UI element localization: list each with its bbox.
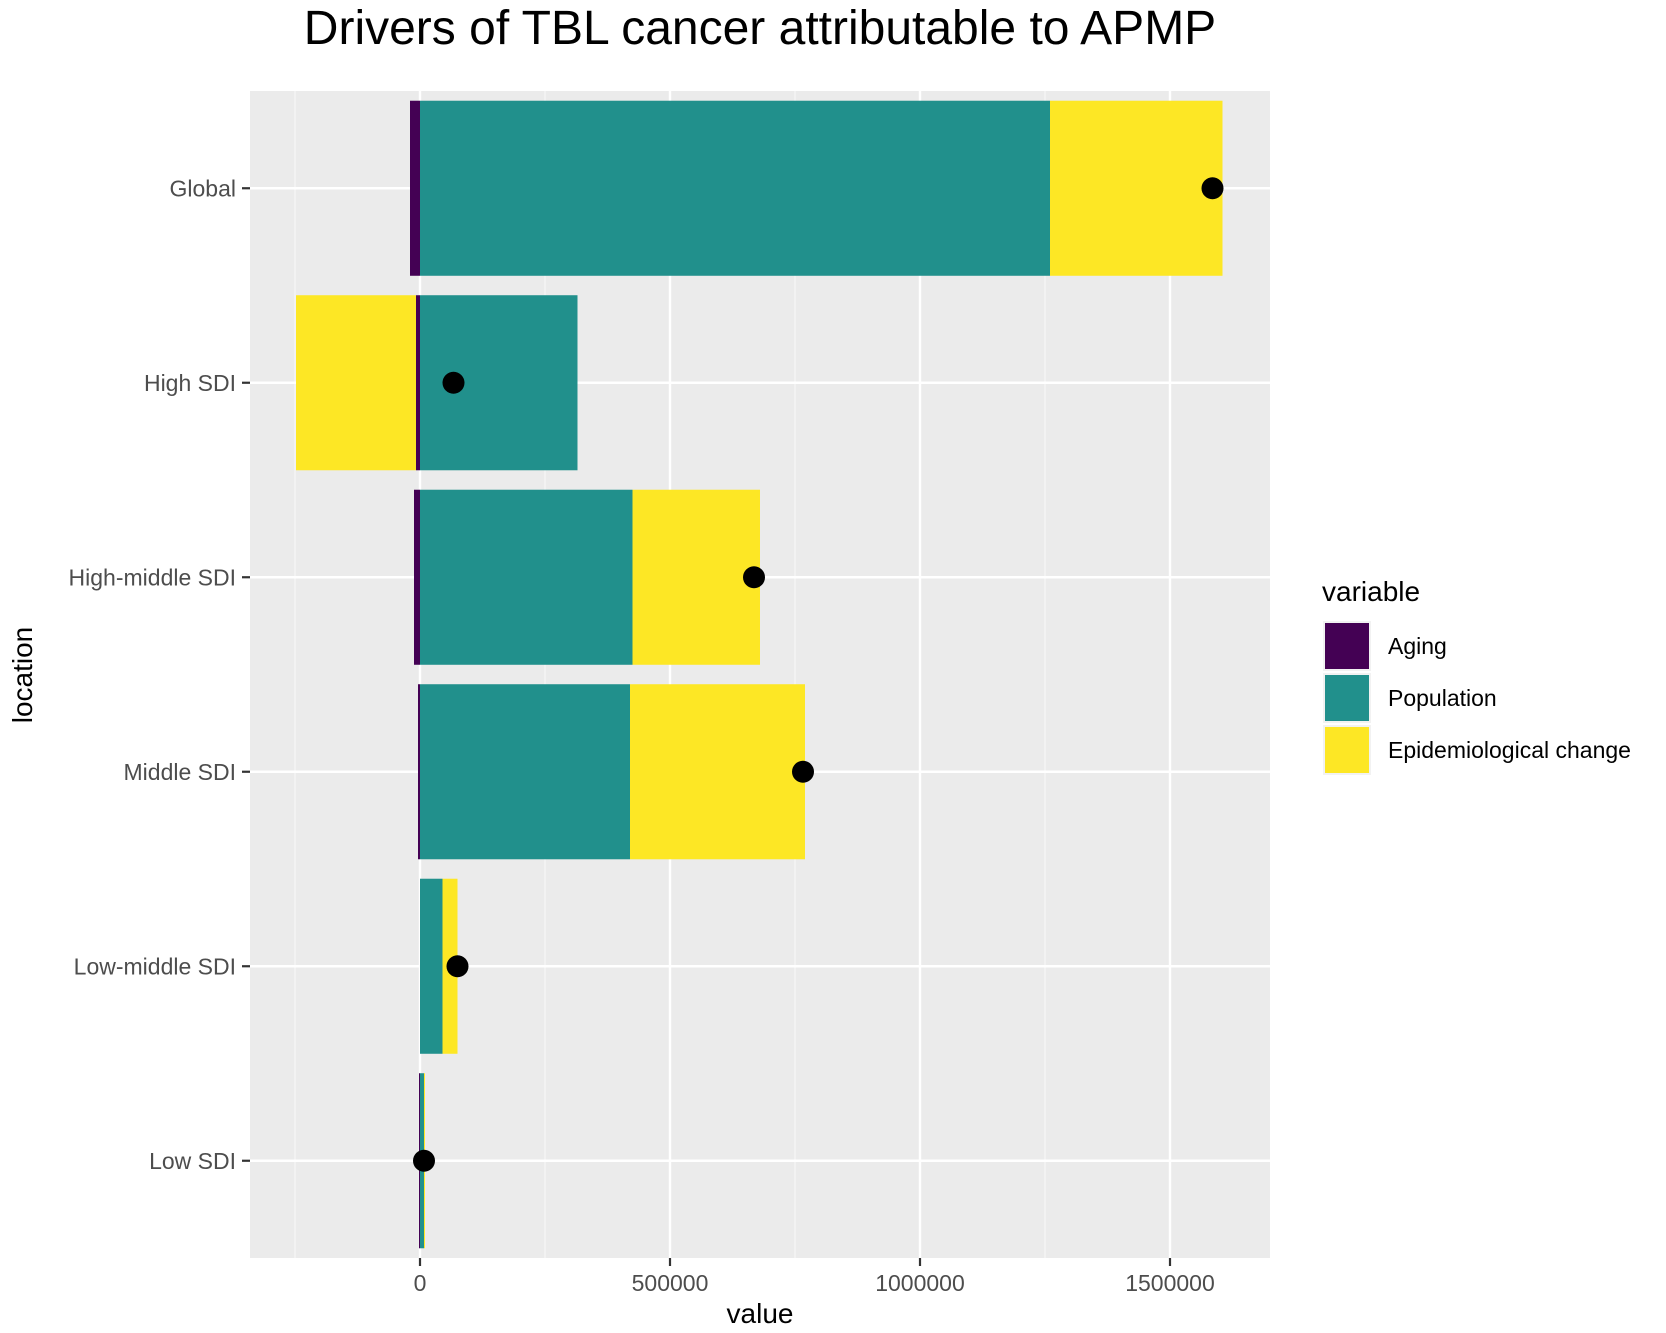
bar-aging-middle-sdi: [418, 684, 420, 860]
bar-aging-high-sdi: [416, 295, 420, 471]
y-tick-label: Middle SDI: [124, 759, 236, 785]
bar-epidemiological-change-high-middle-sdi: [632, 489, 760, 665]
total-dot-high-middle-sdi: [743, 566, 765, 589]
bar-population-middle-sdi: [420, 684, 630, 860]
bar-aging-global: [410, 100, 420, 276]
bar-population-low-middle-sdi: [420, 878, 443, 1054]
legend-swatch: [1325, 675, 1369, 721]
y-axis-label: location: [7, 627, 38, 724]
y-tick-label: Global: [170, 175, 236, 201]
legend-swatch: [1325, 623, 1369, 669]
x-axis-label: value: [727, 1298, 794, 1329]
x-axis-ticks: 0 500000 1000000 1500000: [414, 1258, 1215, 1296]
x-tick-label: 500000: [632, 1270, 709, 1296]
x-tick-label: 0: [414, 1270, 427, 1296]
x-tick-label: 1500000: [1125, 1270, 1215, 1296]
legend: variable Aging Population Epidemiological …: [1322, 576, 1631, 775]
y-tick-label: Low SDI: [149, 1148, 236, 1174]
bar-epidemiological-change-high-sdi: [296, 295, 416, 471]
bar-epidemiological-change-middle-sdi: [630, 684, 805, 860]
legend-title: variable: [1322, 576, 1420, 607]
chart-title: Drivers of TBL cancer attributable to AP…: [304, 2, 1216, 55]
y-axis-ticks: Global High SDI High-middle SDI Middle SDI L…: [69, 175, 250, 1174]
total-dot-global: [1201, 177, 1224, 200]
bar-aging-high-middle-sdi: [414, 489, 420, 665]
y-tick-label: High SDI: [144, 370, 236, 396]
bars: [296, 100, 1223, 1249]
total-dot-middle-sdi: [792, 760, 814, 783]
total-markers: [413, 177, 1224, 1172]
bar-epidemiological-change-global: [1050, 100, 1223, 276]
total-dot-low-sdi: [413, 1149, 435, 1172]
bar-population-global: [420, 100, 1050, 276]
legend-label: Aging: [1388, 633, 1447, 659]
y-tick-label: Low-middle SDI: [74, 953, 236, 979]
x-tick-label: 1000000: [875, 1270, 965, 1296]
total-dot-low-middle-sdi: [446, 955, 469, 978]
y-tick-label: High-middle SDI: [69, 564, 236, 590]
bar-population-high-middle-sdi: [420, 489, 633, 665]
legend-label: Epidemiological change: [1388, 737, 1631, 763]
total-dot-high-sdi: [442, 371, 465, 394]
legend-swatch: [1325, 727, 1369, 773]
legend-label: Population: [1388, 685, 1497, 711]
